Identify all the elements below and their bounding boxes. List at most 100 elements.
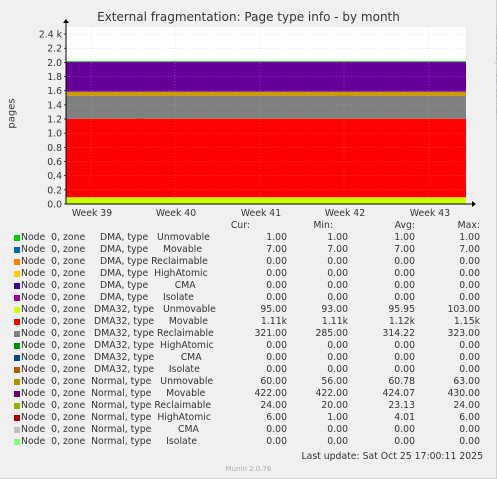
last-update: Last update: Sat Oct 25 17:00:11 2025	[301, 451, 483, 462]
x-axis-arrow	[472, 201, 476, 207]
legend-swatch	[14, 295, 20, 301]
legend-row: Node 0, zone DMA, type Isolate 0.00 0.00 0.…	[0, 292, 497, 304]
legend-swatch	[14, 319, 20, 325]
legend-label: Node 0, zone DMA32, type Unmovable	[21, 304, 216, 315]
legend-min: 0.00	[327, 256, 348, 267]
legend-max: 103.00	[447, 304, 480, 315]
y-tick-label: 1.8	[47, 72, 62, 83]
y-tick-label: 0.8	[47, 143, 62, 154]
legend-swatch	[14, 403, 20, 409]
legend-max: 1.00	[459, 232, 480, 243]
legend-label: Node 0, zone DMA32, type Isolate	[21, 364, 200, 375]
legend-row: Node 0, zone Normal, type Unmovable 60.00…	[0, 376, 497, 388]
legend-cur: 7.00	[266, 244, 287, 255]
legend-max: 0.00	[459, 424, 480, 435]
munin-version: Munin 2.0.76	[225, 465, 272, 473]
legend-swatch	[14, 271, 20, 277]
legend-row: Node 0, zone DMA, type HighAtomic 0.00 0.0…	[0, 268, 497, 280]
legend-avg: 0.00	[394, 436, 415, 447]
legend-swatch	[14, 379, 20, 385]
band-3	[66, 91, 466, 96]
legend-max: 0.00	[459, 292, 480, 303]
legend-row: Node 0, zone Normal, type Isolate 0.00 0.0…	[0, 436, 497, 448]
legend-max: 0.00	[459, 352, 480, 363]
legend-label: Node 0, zone DMA, type Isolate	[21, 292, 194, 303]
legend-row: Node 0, zone DMA, type Reclaimable 0.00 0.…	[0, 256, 497, 268]
legend-min: 7.00	[327, 244, 348, 255]
legend-avg: 0.00	[394, 340, 415, 351]
legend-row: Node 0, zone Normal, type Reclaimable 24.…	[0, 400, 497, 412]
legend-avg: 95.95	[388, 304, 415, 315]
legend-label: Node 0, zone DMA, type CMA	[21, 280, 196, 291]
y-tick-label: 2.2	[47, 44, 62, 55]
legend-row: Node 0, zone DMA, type Movable 7.00 7.00 7.…	[0, 244, 497, 256]
rrdtool-credit: RRDTOOL / TOBI OETIKER	[494, 25, 497, 120]
y-tick-label: 0.0	[47, 200, 62, 211]
legend-row: Node 0, zone Normal, type Movable 422.00 4…	[0, 388, 497, 400]
legend-row: Node 0, zone DMA32, type HighAtomic 0.00 0…	[0, 340, 497, 352]
y-tick-label: 0.4	[47, 171, 62, 182]
legend-min: 93.00	[321, 304, 348, 315]
y-tick-label: 0.6	[47, 157, 62, 168]
y-tick-label: 1.4	[47, 100, 62, 111]
x-tick-label: Week 41	[241, 208, 281, 219]
y-tick-label: 1.0	[47, 129, 62, 140]
band-1	[66, 118, 466, 198]
legend-min: 0.00	[327, 424, 348, 435]
legend-header-avg: Avg:	[394, 220, 415, 231]
legend-swatch	[14, 355, 20, 361]
legend-label: Node 0, zone Normal, type Movable	[21, 388, 206, 399]
legend-max: 63.00	[453, 376, 480, 387]
legend-cur: 0.00	[266, 436, 287, 447]
legend-min: 0.00	[327, 292, 348, 303]
legend-avg: 0.00	[394, 256, 415, 267]
legend-label: Node 0, zone Normal, type HighAtomic	[21, 412, 211, 423]
legend-cur: 0.00	[266, 340, 287, 351]
y-tick-label: 1.6	[47, 86, 62, 97]
legend-swatch	[14, 367, 20, 373]
band-0	[66, 197, 466, 204]
band-2	[66, 95, 466, 119]
legend-cur: 0.00	[266, 424, 287, 435]
legend-min: 0.00	[327, 280, 348, 291]
legend-avg: 23.13	[388, 400, 415, 411]
legend-swatch	[14, 331, 20, 337]
legend-row: Node 0, zone DMA32, type Isolate 0.00 0.00…	[0, 364, 497, 376]
legend-swatch	[14, 283, 20, 289]
legend-label: Node 0, zone DMA32, type CMA	[21, 352, 202, 363]
legend-row: Node 0, zone DMA, type Unmovable 1.00 1.00…	[0, 232, 497, 244]
legend-max: 24.00	[453, 400, 480, 411]
legend-avg: 0.00	[394, 352, 415, 363]
legend-row: Node 0, zone DMA32, type Reclaimable 321.…	[0, 328, 497, 340]
legend-min: 1.11k	[321, 316, 348, 327]
legend-cur: 321.00	[254, 328, 287, 339]
legend-label: Node 0, zone DMA, type HighAtomic	[21, 268, 208, 279]
legend-min: 285.00	[315, 328, 348, 339]
legend-avg: 4.01	[394, 412, 415, 423]
legend-header-cur: Cur:	[230, 220, 250, 231]
legend-row: Node 0, zone DMA, type CMA 0.00 0.00 0.00 0.…	[0, 280, 497, 292]
legend-swatch	[14, 415, 20, 421]
legend-swatch	[14, 235, 20, 241]
legend-swatch	[14, 343, 20, 349]
legend-max: 0.00	[459, 280, 480, 291]
y-tick-label: 0.2	[47, 185, 62, 196]
legend-max: 6.00	[459, 412, 480, 423]
legend-max: 0.00	[459, 256, 480, 267]
legend-row: Node 0, zone Normal, type HighAtomic 6.00…	[0, 412, 497, 424]
band-5	[66, 61, 466, 62]
legend-cur: 422.00	[254, 388, 287, 399]
legend-min: 0.00	[327, 364, 348, 375]
legend-max: 0.00	[459, 436, 480, 447]
legend-max: 0.00	[459, 268, 480, 279]
legend-cur: 95.00	[260, 304, 287, 315]
legend-min: 0.00	[327, 352, 348, 363]
legend-label: Node 0, zone DMA, type Movable	[21, 244, 203, 255]
legend-min: 1.00	[327, 232, 348, 243]
legend-cur: 0.00	[266, 364, 287, 375]
x-tick-label: Week 43	[410, 208, 450, 219]
legend-min: 20.00	[321, 400, 348, 411]
legend-avg: 0.00	[394, 280, 415, 291]
legend-avg: 1.12k	[388, 316, 415, 327]
legend-swatch	[14, 427, 20, 433]
